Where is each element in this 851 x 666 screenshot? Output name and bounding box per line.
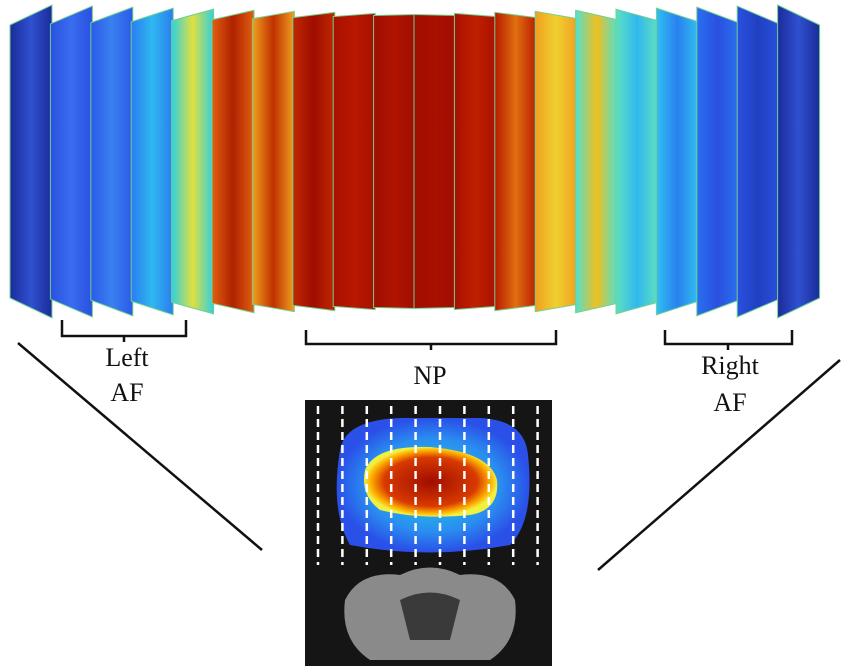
right-bracket	[665, 330, 792, 350]
slice	[131, 8, 173, 315]
slice	[293, 12, 335, 310]
zoom-line-left	[18, 343, 262, 550]
label-right: Right	[701, 351, 760, 380]
slice	[374, 14, 416, 308]
slice	[616, 9, 658, 314]
left-bracket	[62, 320, 186, 342]
slice	[737, 6, 779, 317]
np-bracket	[306, 330, 556, 350]
slice	[576, 10, 618, 312]
slice	[10, 5, 52, 318]
canal	[400, 593, 460, 641]
slice	[656, 8, 698, 315]
figure: Left AF NP Right AF	[0, 0, 851, 666]
slice	[50, 6, 92, 317]
slice	[333, 13, 375, 309]
slice	[535, 11, 577, 311]
slice	[414, 14, 456, 308]
slice	[697, 7, 739, 316]
label-right-af: AF	[713, 388, 746, 417]
slice	[212, 10, 254, 312]
slice	[172, 9, 214, 314]
label-left-af: AF	[110, 378, 143, 407]
slice	[495, 12, 537, 310]
mri-image	[305, 400, 552, 666]
label-left: Left	[105, 343, 149, 372]
slice	[252, 11, 294, 311]
label-np: NP	[413, 361, 446, 390]
slice	[91, 7, 133, 316]
slice	[454, 13, 496, 309]
slice	[778, 5, 820, 318]
slice-stack	[10, 5, 820, 318]
